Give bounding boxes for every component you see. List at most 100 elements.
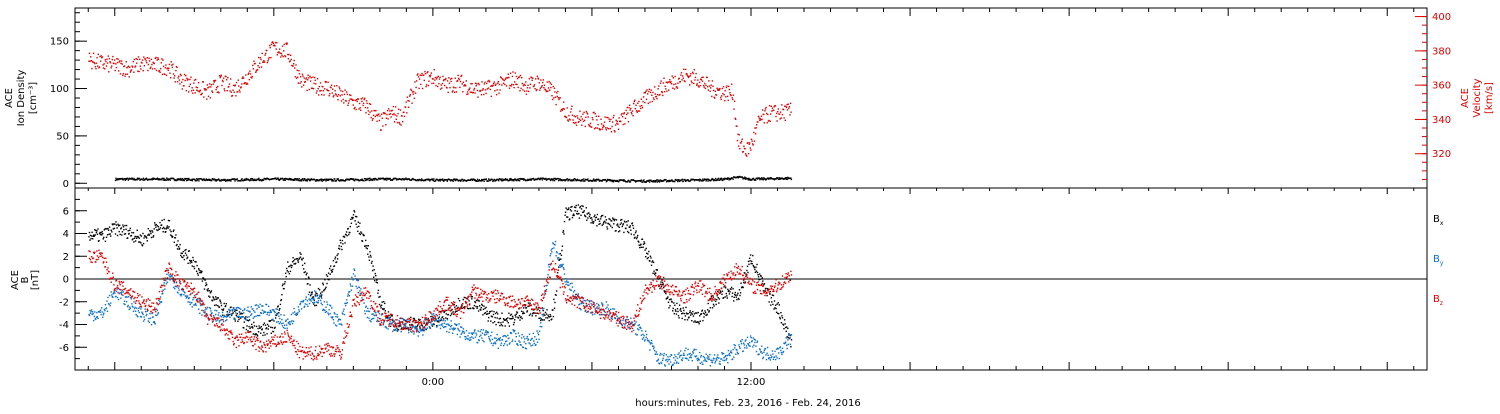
by-point — [616, 316, 617, 317]
bx-point — [111, 230, 112, 231]
bx-point — [545, 317, 546, 318]
by-point — [574, 290, 575, 291]
bx-point — [328, 273, 329, 274]
by-point — [160, 296, 161, 297]
bx-point — [459, 300, 460, 301]
velocity-point — [278, 51, 279, 52]
bx-point — [633, 234, 634, 235]
by-point — [204, 309, 205, 310]
by-point — [333, 319, 334, 320]
by-point — [303, 301, 304, 302]
bx-point — [313, 303, 314, 304]
by-point — [305, 299, 306, 300]
bx-point — [377, 282, 378, 283]
bx-point — [309, 292, 310, 293]
velocity-point — [276, 42, 277, 43]
velocity-point — [621, 114, 622, 115]
by-point — [265, 311, 266, 312]
velocity-point — [282, 46, 283, 47]
bx-point — [339, 248, 340, 249]
velocity-point — [323, 94, 324, 95]
bx-point — [246, 325, 247, 326]
velocity-point — [452, 90, 453, 91]
velocity-point — [228, 86, 229, 87]
velocity-point — [681, 72, 682, 73]
by-point — [379, 313, 380, 314]
by-point — [537, 332, 538, 333]
bx-point — [151, 237, 152, 238]
bx-point — [722, 291, 723, 292]
velocity-point — [300, 76, 301, 77]
bx-point — [152, 231, 153, 232]
bx-point — [184, 259, 185, 260]
bx-point — [478, 310, 479, 311]
bx-point — [514, 322, 515, 323]
velocity-point — [747, 142, 748, 143]
velocity-point — [656, 96, 657, 97]
bx-point — [192, 265, 193, 266]
velocity-point — [173, 73, 174, 74]
velocity-point — [239, 90, 240, 91]
density-point — [117, 179, 118, 180]
by-point — [525, 343, 526, 344]
bx-point — [183, 251, 184, 252]
density-point — [583, 178, 584, 179]
velocity-point — [132, 66, 133, 67]
density-point — [582, 179, 583, 180]
velocity-point — [115, 70, 116, 71]
bx-point — [323, 284, 324, 285]
bx-point — [291, 265, 292, 266]
by-point — [305, 303, 306, 304]
bx-point — [187, 257, 188, 258]
by-point — [184, 292, 185, 293]
bx-point — [521, 311, 522, 312]
bx-point — [483, 309, 484, 310]
by-point — [568, 285, 569, 286]
by-point — [243, 316, 244, 317]
by-point — [131, 303, 132, 304]
bx-point — [312, 292, 313, 293]
velocity-point — [364, 99, 365, 100]
velocity-point — [459, 87, 460, 88]
velocity-point — [196, 90, 197, 91]
by-point — [659, 355, 660, 356]
by-point — [128, 305, 129, 306]
velocity-point — [113, 63, 114, 64]
bx-point — [443, 318, 444, 319]
velocity-point — [718, 90, 719, 91]
bx-point — [628, 220, 629, 221]
bx-point — [646, 248, 647, 249]
by-point — [318, 297, 319, 298]
velocity-point — [662, 92, 663, 93]
bx-point — [693, 315, 694, 316]
velocity-point — [485, 89, 486, 90]
bx-point — [235, 320, 236, 321]
density-point — [304, 179, 305, 180]
density-point — [124, 178, 125, 179]
velocity-point — [705, 85, 706, 86]
by-point — [337, 316, 338, 317]
density-point — [462, 179, 463, 180]
density-point — [595, 180, 596, 181]
by-point — [415, 326, 416, 327]
bx-point — [698, 322, 699, 323]
bx-point — [120, 234, 121, 235]
by-point — [708, 356, 709, 357]
velocity-point — [624, 123, 625, 124]
bx-point — [264, 334, 265, 335]
bx-point — [258, 325, 259, 326]
bx-point — [624, 221, 625, 222]
velocity-point — [497, 89, 498, 90]
velocity-point — [634, 101, 635, 102]
velocity-point — [761, 119, 762, 120]
bx-point — [717, 295, 718, 296]
velocity-point — [447, 80, 448, 81]
bx-point — [292, 257, 293, 258]
bx-point — [648, 251, 649, 252]
bx-point — [672, 301, 673, 302]
bx-point — [116, 224, 117, 225]
bx-point — [107, 234, 108, 235]
velocity-point — [167, 68, 168, 69]
bx-point — [354, 211, 355, 212]
bx-point — [762, 277, 763, 278]
